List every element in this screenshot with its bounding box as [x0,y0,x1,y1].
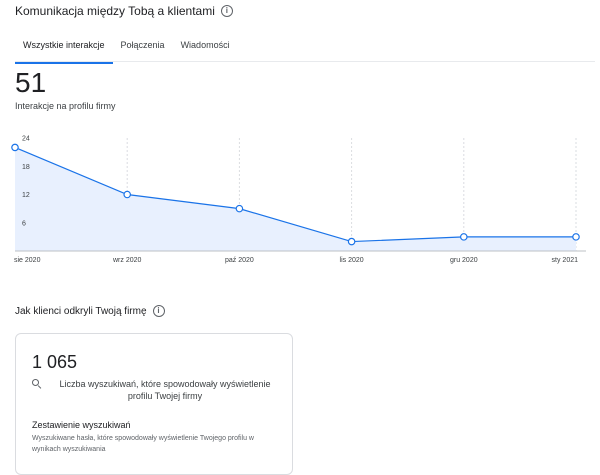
search-breakdown-description: Wyszukiwane hasła, które spowodowały wyś… [32,435,254,453]
section-title-text: Komunikacja między Tobą a klientami [15,4,215,18]
series-line [14,146,576,243]
info-icon[interactable]: i [220,5,233,17]
y-tick-label: 24 [22,136,30,143]
x-tick-label: sty 2021 [552,257,579,264]
x-tick-label: wrz 2020 [112,257,142,264]
x-tick-label: lis 2020 [340,257,364,264]
x-tick-label: gru 2020 [450,257,478,264]
y-tick-label: 12 [22,192,30,199]
searches-description-row: Liczba wyszukiwań, które spowodowały wyś… [32,378,282,402]
searches-description: Liczba wyszukiwań, które spowodowały wyś… [59,379,271,401]
y-tick-label: 6 [22,220,26,227]
search-icon [32,379,42,389]
discovery-section-title: Jak klienci odkryli Twoją firmę i [15,305,165,317]
interactions-count: 51 [15,67,47,98]
searches-count: 1 065 [32,352,78,372]
info-icon[interactable]: i [152,305,165,317]
data-point [459,233,468,241]
y-tick-label: 18 [22,164,30,171]
data-point [235,204,244,213]
data-point [11,143,19,152]
tabs-divider [15,61,595,62]
x-tick-label: paź 2020 [225,257,254,264]
searches-card: 1 065 Liczba wyszukiwań, które spowodowa… [15,333,293,475]
tabs: Wszystkie interakcje Połączenia Wiadomoś… [15,36,238,64]
x-tick-label: sie 2020 [14,257,41,264]
data-point [123,190,132,199]
area-fill [15,147,576,251]
discovery-title-text: Jak klienci odkryli Twoją firmę [15,305,147,317]
data-point [572,233,580,241]
interactions-label: Interakcje na profilu firmy [15,101,116,111]
tab-messages[interactable]: Wiadomości [180,40,230,50]
interactions-chart: 6 12 18 24 sie 2020 wrz 2020 paź 2020 lis 2020 g… [11,136,586,264]
section-title: Komunikacja między Tobą a klientami i [15,4,233,18]
data-point [347,237,356,246]
tab-calls[interactable]: Połączenia [120,40,165,50]
search-breakdown-title: Zestawienie wyszukiwań [32,420,131,430]
tab-all-interactions[interactable]: Wszystkie interakcje [15,36,113,64]
